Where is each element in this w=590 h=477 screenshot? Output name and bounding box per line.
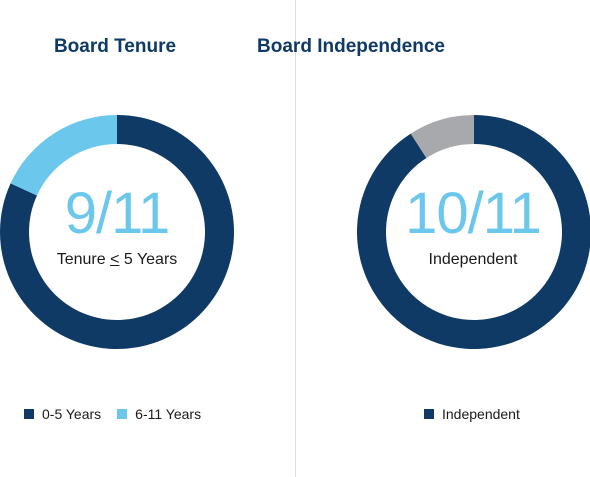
board-tenure-panel: Board Tenure 9/11 Tenure < 5 Years 0-5 Y…: [0, 36, 235, 422]
donut-slice-non-independent: [410, 115, 474, 158]
center-value: 10/11: [405, 181, 542, 246]
legend-item: 6-11 Years: [117, 406, 201, 422]
board-tenure-donut: [0, 115, 235, 349]
legend-label: 6-11 Years: [135, 406, 202, 422]
legend-swatch: [24, 409, 34, 419]
legend-swatch: [117, 409, 128, 419]
center-label: Independent: [428, 251, 518, 268]
center-value: 9/11: [64, 181, 171, 246]
chart-title: Board Independence: [257, 36, 445, 57]
legend: Independent: [424, 406, 536, 422]
board-independence-donut: [357, 115, 590, 349]
donut-slice-6-11-years: [10, 115, 117, 196]
center-label: Tenure < 5 Years: [56, 251, 178, 268]
legend-item: Independent: [424, 406, 520, 422]
chart-title: Board Tenure: [53, 36, 177, 57]
legend-swatch: [424, 409, 434, 419]
legend: 0-5 Years 6-11 Years: [24, 406, 217, 422]
board-independence-panel: Board Independence 10/11 Independent Ind…: [257, 0, 590, 477]
panel-divider: [295, 0, 296, 477]
legend-label: 0-5 Years: [42, 406, 102, 422]
legend-label: Independent: [442, 406, 520, 422]
legend-item: 0-5 Years: [24, 406, 101, 422]
less-equal-symbol: <: [110, 251, 120, 268]
